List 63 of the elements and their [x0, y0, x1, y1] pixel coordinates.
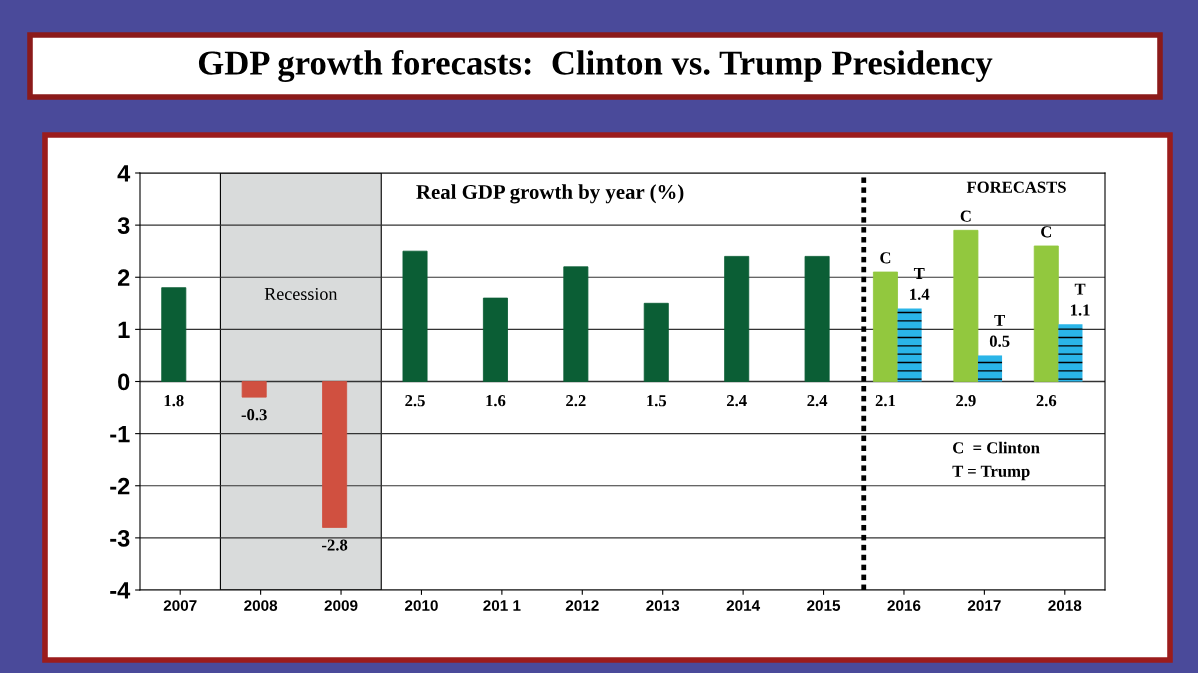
annotation: T: [994, 314, 1005, 326]
annotation: C: [960, 210, 971, 222]
data-label: 2.6: [1036, 395, 1057, 407]
bar: [643, 302, 669, 382]
bar: [804, 255, 830, 382]
bar: [897, 308, 922, 382]
bar: [482, 297, 508, 382]
data-label: 2.5: [405, 395, 425, 407]
x-tick-label: 2016: [887, 600, 921, 611]
x-tick-label: 2014: [726, 600, 761, 611]
x-tick-label: 2012: [565, 600, 599, 611]
bar: [1058, 324, 1083, 382]
data-label: 1.1: [1070, 304, 1090, 316]
y-tick-label: -2: [110, 477, 130, 495]
x-tick-label: 2009: [324, 600, 358, 611]
bar: [977, 355, 1003, 382]
data-label: 1.6: [486, 395, 506, 407]
data-label: 2.2: [566, 395, 586, 407]
bar: [402, 250, 428, 382]
annotation: T: [913, 268, 925, 279]
x-tick-label: 201 1: [483, 600, 521, 611]
data-label: 2.4: [807, 395, 828, 407]
text: Real GDP growth by year (%): [416, 184, 684, 204]
annotation: C: [1041, 226, 1052, 238]
bar: [241, 381, 267, 398]
annotation: T: [1074, 283, 1086, 295]
y-tick-label: -3: [110, 529, 130, 547]
x-tick-label: 2018: [1048, 600, 1082, 611]
x-tick-label: 2017: [967, 600, 1001, 611]
x-tick-label: 2015: [807, 600, 841, 611]
data-label: 1.8: [164, 395, 184, 407]
data-label: 2.4: [726, 395, 747, 407]
bar: [953, 229, 979, 382]
data-label: -2.8: [322, 539, 348, 551]
x-tick-label: 2008: [244, 600, 278, 611]
band-label: Recession: [264, 287, 338, 301]
y-tick-label: 4: [117, 165, 131, 182]
data-label: 1.4: [910, 288, 930, 300]
y-tick-label: 0: [118, 373, 130, 391]
y-tick-label: 2: [117, 269, 130, 286]
y-tick-label: -1: [110, 425, 130, 443]
annotation: T = Trump: [952, 465, 1030, 481]
bar: [161, 287, 187, 382]
y-tick-label: 3: [117, 217, 130, 234]
y-tick-label: 1: [118, 321, 130, 338]
x-tick-label: 2013: [646, 600, 680, 611]
data-label: -0.3: [241, 409, 267, 421]
data-label: 1.5: [647, 395, 667, 407]
y-tick-label: -4: [110, 582, 131, 599]
annotation: FORECASTS: [966, 181, 1066, 193]
bar: [563, 266, 589, 382]
bar: [872, 271, 898, 382]
x-tick-label: 2010: [405, 600, 438, 611]
x-tick-label: 2007: [163, 600, 197, 611]
bar: [322, 381, 348, 528]
data-label: 2.1: [875, 395, 896, 407]
annotation: C = Clinton: [953, 441, 1040, 454]
annotation: C: [880, 252, 891, 264]
data-label: 2.9: [956, 395, 976, 407]
data-label: 0.5: [989, 335, 1010, 347]
bar: [724, 255, 750, 382]
chart-title: GDP growth forecasts: Clinton vs. Trump Presidency: [198, 49, 993, 83]
bar: [1033, 245, 1059, 382]
